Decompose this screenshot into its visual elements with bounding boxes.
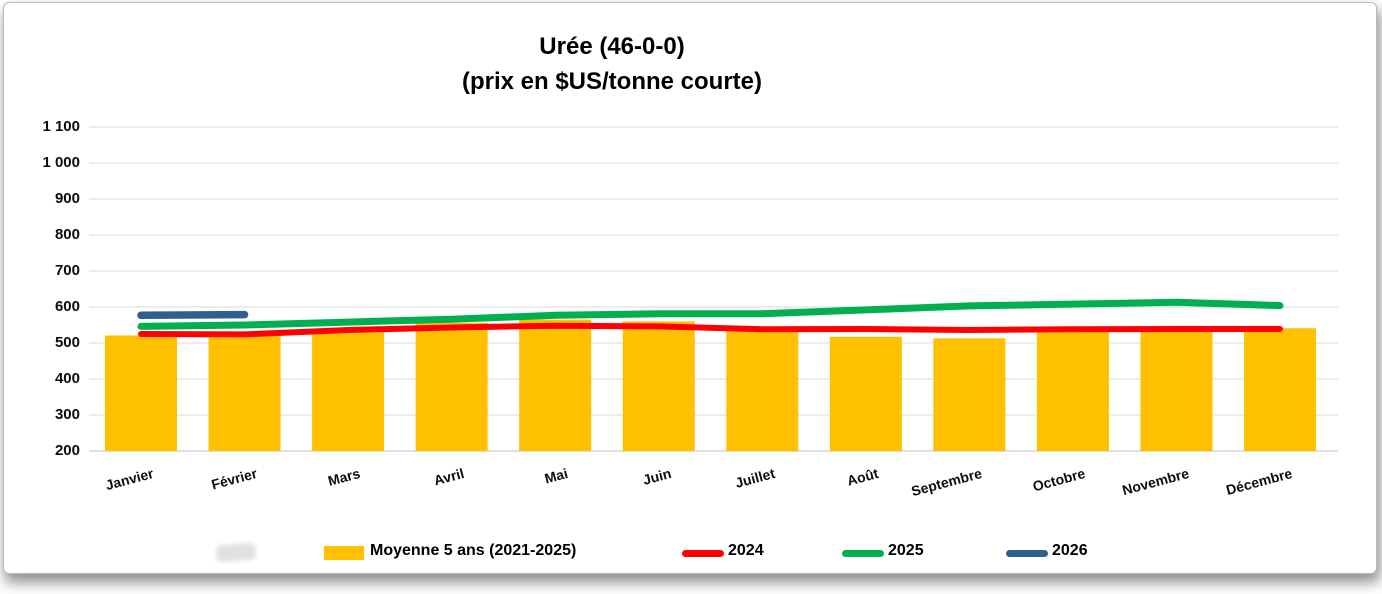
bar-mai <box>519 319 592 451</box>
y-axis-label: 900 <box>54 190 80 207</box>
bar-septembre <box>933 338 1006 451</box>
chart-title-line2: (prix en $US/tonne courte) <box>461 68 763 95</box>
bar-mars <box>312 332 385 451</box>
y-axis-label: 1 100 <box>42 118 80 135</box>
y-axis-label: 700 <box>54 262 80 279</box>
watermark-smudge <box>215 542 257 563</box>
legend-label-2024: 2024 <box>728 542 764 559</box>
line-series-2026 <box>137 310 249 320</box>
y-axis-label: 200 <box>54 442 80 459</box>
chart-title-line1: Urée (46-0-0) <box>539 33 685 60</box>
bar-novembre <box>1140 330 1213 451</box>
legend-bar-swatch-icon <box>324 546 364 560</box>
line-series-2025 <box>137 298 1284 330</box>
legend-line-swatch-2024-icon <box>682 550 724 557</box>
plot-area <box>89 126 1338 452</box>
chart-title: Urée (46-0-0) (prix en $US/tonne courte) <box>242 29 982 99</box>
legend-line-swatch-2025-icon <box>842 550 884 557</box>
y-axis-label: 1 000 <box>42 154 80 171</box>
y-axis-label: 300 <box>54 406 80 423</box>
y-axis-label: 600 <box>54 298 80 315</box>
bar-décembre <box>1244 328 1316 451</box>
bar-février <box>208 336 281 451</box>
legend-label-2025: 2025 <box>888 542 924 559</box>
y-axis-label: 500 <box>54 334 80 351</box>
y-axis-label: 400 <box>54 370 80 387</box>
legend-label-moyenne: Moyenne 5 ans (2021-2025) <box>370 542 577 559</box>
line-series-2024 <box>138 322 1283 338</box>
y-axis-label: 800 <box>54 226 80 243</box>
bar-août <box>829 336 902 451</box>
legend-label-2026: 2026 <box>1052 542 1088 559</box>
bar-octobre <box>1036 331 1109 451</box>
legend: Moyenne 5 ans (2021-2025) 2024 2025 2026 <box>4 541 1376 567</box>
legend-line-swatch-2026-icon <box>1006 550 1048 557</box>
bar-janvier <box>105 335 177 451</box>
bar-avril <box>415 322 488 451</box>
bar-juillet <box>726 330 799 451</box>
bar-juin <box>622 321 695 451</box>
chart-card: Urée (46-0-0) (prix en $US/tonne courte)… <box>3 2 1377 574</box>
